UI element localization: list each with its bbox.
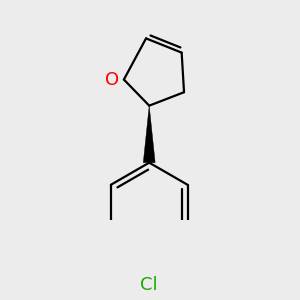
Text: O: O (105, 70, 119, 88)
Polygon shape (143, 106, 155, 163)
Text: Cl: Cl (140, 276, 158, 294)
